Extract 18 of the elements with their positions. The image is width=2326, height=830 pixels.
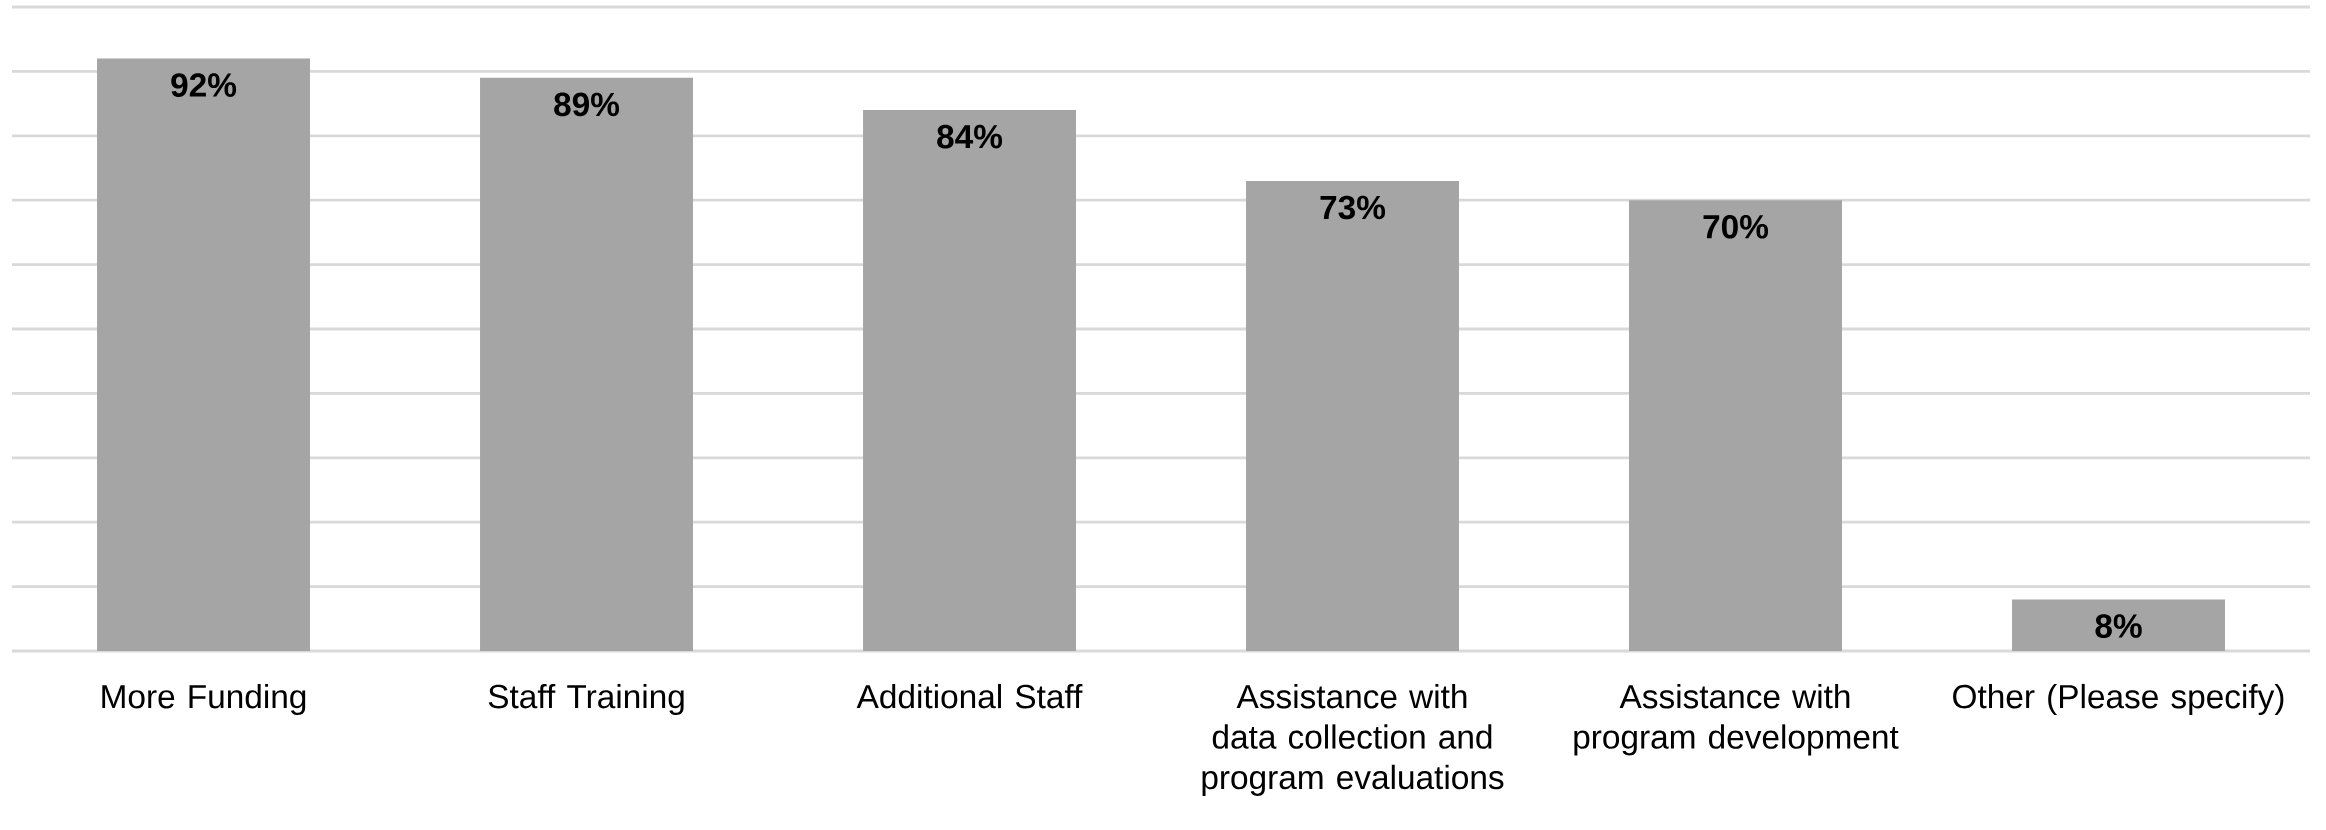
- x-tick-label: More Funding: [102, 683, 306, 716]
- bar: [480, 77, 693, 651]
- data-label: 84%: [937, 124, 1003, 149]
- x-tick-label: Assistance with program development: [1574, 683, 1899, 756]
- data-label: 89%: [554, 92, 620, 117]
- x-tick-label: Staff Training: [488, 683, 684, 716]
- bar: [1246, 180, 1459, 651]
- data-label: 73%: [1320, 195, 1386, 220]
- bar: [97, 58, 310, 651]
- x-tick-label: Assistance with data collection and program evaluations: [1202, 683, 1504, 796]
- bar: [1629, 200, 1842, 651]
- data-label: 92%: [171, 73, 237, 97]
- data-label: 8%: [2095, 614, 2142, 638]
- bar: [863, 110, 1076, 651]
- data-label: 70%: [1703, 214, 1769, 239]
- bar: [2012, 599, 2225, 651]
- x-tick-label: Other (Please specify): [1953, 683, 2284, 716]
- x-tick-label: Additional Staff: [856, 683, 1083, 709]
